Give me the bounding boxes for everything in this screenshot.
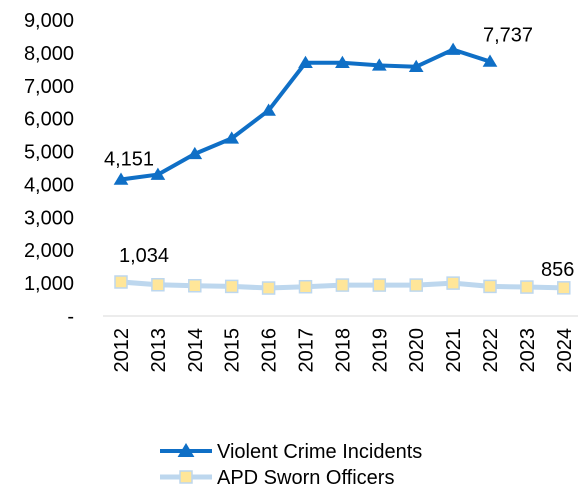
data-point [224,131,240,144]
data-label: 7,737 [483,25,533,47]
y-tick-label: - [67,306,74,328]
x-tick-label: 2016 [259,328,281,373]
data-point [298,279,313,294]
data-point [261,281,276,295]
data-point [482,54,498,67]
y-tick-label: 3,000 [24,207,74,229]
data-point [409,278,423,292]
data-point [483,279,497,294]
y-axis-tick-labels: - 1,000 2,000 3,000 4,000 5,000 6,000 7,000 8,00… [24,10,74,328]
data-point [224,279,239,294]
y-tick-label: 5,000 [24,142,74,164]
legend-marker [177,443,195,457]
y-tick-label: 8,000 [24,43,74,65]
series-layer [113,42,571,295]
data-point [335,278,350,292]
data-point [520,280,534,294]
data-label: 856 [541,259,574,281]
data-label: 1,034 [119,245,169,267]
y-tick-label: 1,000 [24,273,74,295]
x-tick-label: 2020 [406,328,428,373]
data-point [445,42,461,55]
x-tick-label: 2014 [185,328,207,373]
y-tick-label: 2,000 [24,240,74,262]
x-axis-tick-labels: 2012 2013 2014 2015 2016 2017 2018 2019 2020 2021… [111,328,576,373]
data-point [446,276,460,290]
legend-marker [179,470,193,484]
y-tick-label: 6,000 [24,109,74,131]
y-tick-label: 9,000 [24,10,74,32]
series-line [119,47,492,182]
y-tick-label: 7,000 [24,76,74,98]
data-point [408,59,424,72]
y-tick-label: 4,000 [24,174,74,196]
legend: Violent Crime Incidents APD Sworn Officer… [160,441,422,489]
data-point [371,58,387,71]
data-point [187,146,203,160]
x-tick-label: 2021 [443,328,465,373]
series-apd-sworn-officers [114,275,571,295]
data-point [150,167,166,180]
data-point [372,278,387,292]
x-tick-label: 2015 [222,328,244,373]
x-tick-label: 2023 [517,328,539,373]
x-tick-label: 2013 [148,328,170,373]
legend-label: Violent Crime Incidents [217,441,422,463]
data-point [335,55,350,69]
data-point [113,172,129,185]
data-point [298,55,313,69]
data-labels: 1,034 856 4,151 7,737 [104,25,574,281]
x-tick-label: 2022 [480,328,502,373]
x-tick-label: 2019 [369,328,391,373]
data-point [114,275,128,289]
data-label: 4,151 [104,148,154,170]
data-point [151,278,165,292]
data-point [188,278,202,293]
x-tick-label: 2012 [111,328,133,373]
data-point [261,103,276,116]
legend-label: APD Sworn Officers [217,467,394,489]
series-violent-crime-incidents [113,42,498,185]
x-tick-label: 2024 [554,328,576,373]
legend-item: Violent Crime Incidents [160,441,422,463]
data-point [557,281,571,295]
x-tick-label: 2018 [332,328,354,373]
legend-item: APD Sworn Officers [160,467,394,489]
x-tick-label: 2017 [296,328,318,373]
